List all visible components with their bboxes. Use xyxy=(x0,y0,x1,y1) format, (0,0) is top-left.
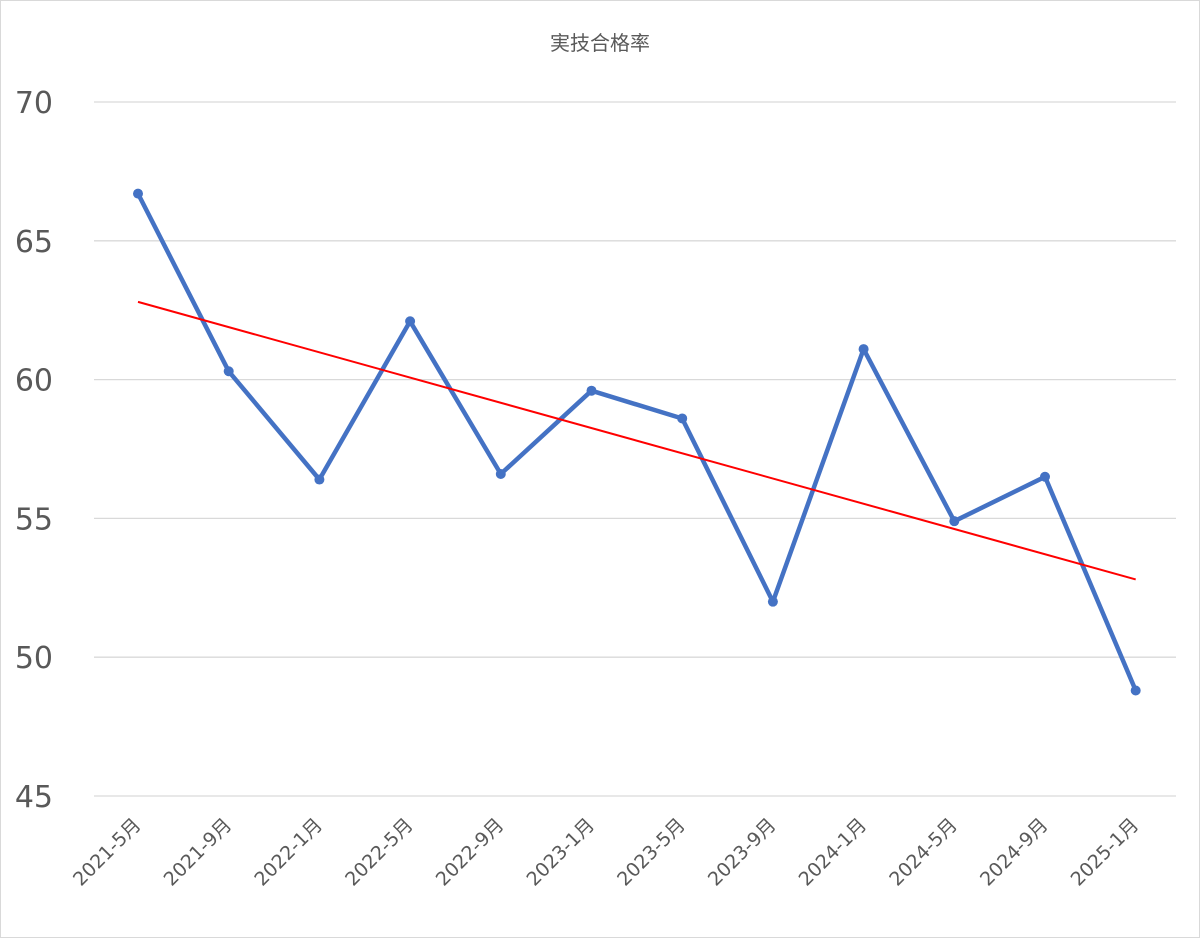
y-tick-label: 60 xyxy=(15,364,53,399)
data-point xyxy=(1130,685,1141,696)
x-tick-label: 2024-9月 xyxy=(976,814,1053,891)
y-tick-label: 50 xyxy=(15,641,53,676)
x-tick-label: 2021-5月 xyxy=(69,814,146,891)
trendline-layer xyxy=(137,300,1136,581)
data-point xyxy=(858,344,869,355)
y-tick-label: 65 xyxy=(15,225,53,260)
y-tick-label: 70 xyxy=(15,86,53,121)
x-tick-label: 2022-9月 xyxy=(432,814,509,891)
x-tick-label: 2022-1月 xyxy=(250,814,327,891)
data-point xyxy=(223,366,234,377)
data-point xyxy=(1040,471,1050,482)
data-point xyxy=(314,474,325,485)
data-point xyxy=(949,516,960,527)
y-axis-ticks: 70 65 60 55 50 45 xyxy=(15,86,53,815)
x-tick-label: 2023-5月 xyxy=(613,814,690,891)
chart-title: 実技合格率 xyxy=(550,31,650,55)
trendline xyxy=(137,300,1136,581)
series-line xyxy=(135,191,1138,693)
data-point xyxy=(405,316,416,327)
x-tick-label: 2025-1月 xyxy=(1067,814,1144,891)
x-tick-label: 2024-1月 xyxy=(795,814,872,891)
x-axis-ticks: 2021-5月 2021-9月 2022-1月 2022-5月 2022-9月 2023-… xyxy=(69,814,1143,891)
data-point xyxy=(677,413,688,424)
y-tick-label: 45 xyxy=(15,780,53,815)
data-point xyxy=(767,596,778,607)
x-tick-label: 2022-5月 xyxy=(341,814,418,891)
x-tick-label: 2023-1月 xyxy=(522,814,599,891)
data-point xyxy=(495,468,506,479)
x-tick-label: 2024-5月 xyxy=(885,814,962,891)
gridlines xyxy=(94,101,1176,797)
x-tick-label: 2021-9月 xyxy=(160,814,237,891)
data-point xyxy=(586,385,597,396)
x-tick-label: 2023-9月 xyxy=(704,814,781,891)
series-layer xyxy=(133,188,1141,696)
data-point xyxy=(133,188,143,199)
y-tick-label: 55 xyxy=(15,502,53,537)
